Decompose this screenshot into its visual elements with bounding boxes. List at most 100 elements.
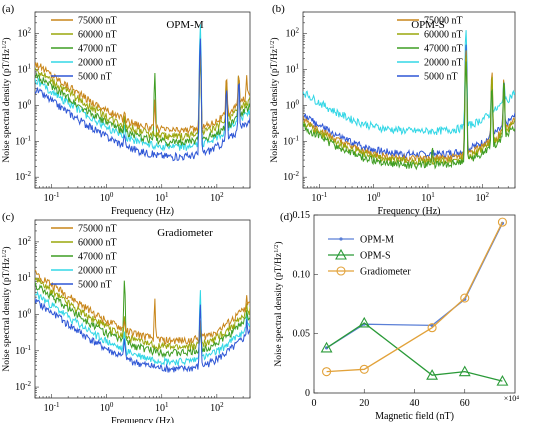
- data-point: [427, 323, 437, 333]
- legend-label: 20000 nT: [424, 58, 463, 69]
- x-tick-label: 0: [312, 398, 317, 409]
- data-point: [359, 364, 369, 374]
- legend-label: OPM-S: [360, 251, 391, 262]
- data-point: [496, 375, 509, 386]
- y-axis-label: Noise spectral density (pT/Hz1/2): [1, 246, 13, 371]
- data-point: [322, 367, 332, 377]
- x-multiplier: ×10⁴: [504, 394, 520, 403]
- legend-label: 47000 nT: [78, 44, 117, 55]
- y-tick-label: 10-1: [15, 344, 31, 357]
- legend-label: 60000 nT: [78, 30, 117, 41]
- y-tick-label: 0.10: [293, 269, 311, 280]
- y-tick-label: 0: [305, 388, 310, 399]
- legend-label: 47000 nT: [78, 252, 117, 263]
- data-point: [426, 369, 439, 380]
- y-axis-label: Noise spectral density (pT/Hz1/2): [1, 37, 13, 162]
- legend-label: 5000 nT: [78, 280, 112, 291]
- legend-marker: [336, 266, 346, 276]
- y-tick-label: 101: [18, 63, 32, 76]
- axes-frame: [34, 219, 251, 399]
- series-line-47000-nT: [35, 280, 250, 358]
- y-tick-label: 100: [286, 98, 300, 111]
- series-line-5000-nT: [303, 44, 515, 159]
- axes-frame: [302, 11, 516, 189]
- y-tick-label: 0.15: [293, 210, 311, 221]
- axes-frame: [34, 11, 251, 189]
- y-tick-label: 100: [18, 307, 32, 320]
- x-tick-label: 100: [367, 191, 381, 204]
- x-tick-label: 40: [410, 398, 420, 409]
- x-tick-label: 100: [100, 401, 114, 414]
- data-point: [497, 217, 507, 227]
- x-tick-label: 100: [100, 191, 114, 204]
- legend-label: Gradiometer: [360, 267, 411, 278]
- x-axis-label: Frequency (Hz): [377, 206, 440, 217]
- panel-a: (a) 10-1 100 101 102 10-2 10-1 100 101 102 75000 n…: [1, 3, 251, 217]
- y-axis-label: Noise spectral density (pT/Hz1/2): [269, 37, 281, 162]
- series-line-75000-nT: [35, 52, 250, 136]
- data-point: [320, 341, 333, 353]
- series-line-75000-nT: [303, 50, 515, 164]
- legend-marker: [335, 248, 347, 260]
- legend-label: OPM-M: [360, 235, 394, 246]
- x-tick-label: 101: [155, 191, 169, 204]
- legend-label: 60000 nT: [78, 238, 117, 249]
- data-point: [460, 293, 470, 303]
- x-tick-label: 10-1: [44, 401, 60, 414]
- series-line-OPM-M: [326, 223, 503, 349]
- legend-label: 75000 nT: [424, 16, 463, 27]
- series-line-20000-nT: [35, 290, 250, 366]
- series-line-5000-nT: [35, 38, 250, 162]
- series-line-47000-nT: [303, 61, 515, 171]
- x-tick-label: 102: [210, 191, 224, 204]
- series-line-5000-nT: [35, 297, 250, 373]
- series-line-75000-nT: [35, 269, 250, 345]
- panel-annotation: OPM-M: [166, 19, 204, 31]
- series-line-47000-nT: [35, 55, 250, 148]
- panel-label: (b): [272, 3, 285, 15]
- panel-annotation: OPM-S: [411, 19, 445, 31]
- legend-label: 5000 nT: [78, 72, 112, 83]
- panel-label: (d): [280, 211, 293, 223]
- y-tick-label: 10-2: [15, 170, 31, 183]
- y-tick-label: 102: [18, 27, 32, 40]
- x-tick-label: 20: [359, 398, 369, 409]
- y-tick-label: 10-1: [283, 134, 299, 147]
- panel-c: (c) 10-1 100 101 102 10-2 10-1 100 101 102 75000 n…: [1, 211, 251, 423]
- axes-frame: [313, 214, 516, 394]
- series-line-OPM-S: [326, 322, 503, 382]
- data-point: [358, 316, 371, 328]
- legend-label: 20000 nT: [78, 58, 117, 69]
- x-tick-label: 10-1: [311, 191, 327, 204]
- panel-d: (d) 0 20 40 60 0 0.05 0.10 0.15 ×10⁴ OPM-M OPM-S Gra…: [273, 210, 520, 422]
- x-tick-label: 102: [476, 191, 490, 204]
- panel-b: (b) 10-1 100 101 102 10-2 10-1 100 101 102 75000 n…: [269, 3, 516, 217]
- legend-label: 47000 nT: [424, 44, 463, 55]
- y-tick-label: 10-2: [15, 380, 31, 393]
- panel-label: (c): [2, 211, 15, 223]
- y-tick-label: 100: [18, 98, 32, 111]
- y-tick-label: 10-1: [15, 134, 31, 147]
- legend-marker: [339, 237, 343, 241]
- x-tick-label: 101: [155, 401, 169, 414]
- series-line-Gradiometer: [326, 221, 503, 373]
- series-line-60000-nT: [35, 49, 250, 141]
- panel-annotation: Gradiometer: [157, 227, 213, 239]
- y-tick-label: 102: [18, 235, 32, 248]
- y-tick-label: 101: [286, 63, 300, 76]
- y-tick-label: 0.05: [293, 329, 311, 340]
- panel-label: (a): [2, 3, 15, 15]
- legend-label: 5000 nT: [424, 72, 458, 83]
- legend-label: 20000 nT: [78, 266, 117, 277]
- x-axis-label: Magnetic field (nT): [375, 411, 454, 422]
- y-tick-label: 10-2: [283, 170, 299, 183]
- series-line-20000-nT: [303, 30, 515, 136]
- legend-label: 60000 nT: [424, 30, 463, 41]
- y-tick-label: 101: [18, 271, 32, 284]
- series-line-20000-nT: [35, 24, 250, 152]
- legend-label: 75000 nT: [78, 16, 117, 27]
- x-tick-label: 10-1: [44, 191, 60, 204]
- data-point: [458, 365, 471, 377]
- x-tick-label: 102: [210, 401, 224, 414]
